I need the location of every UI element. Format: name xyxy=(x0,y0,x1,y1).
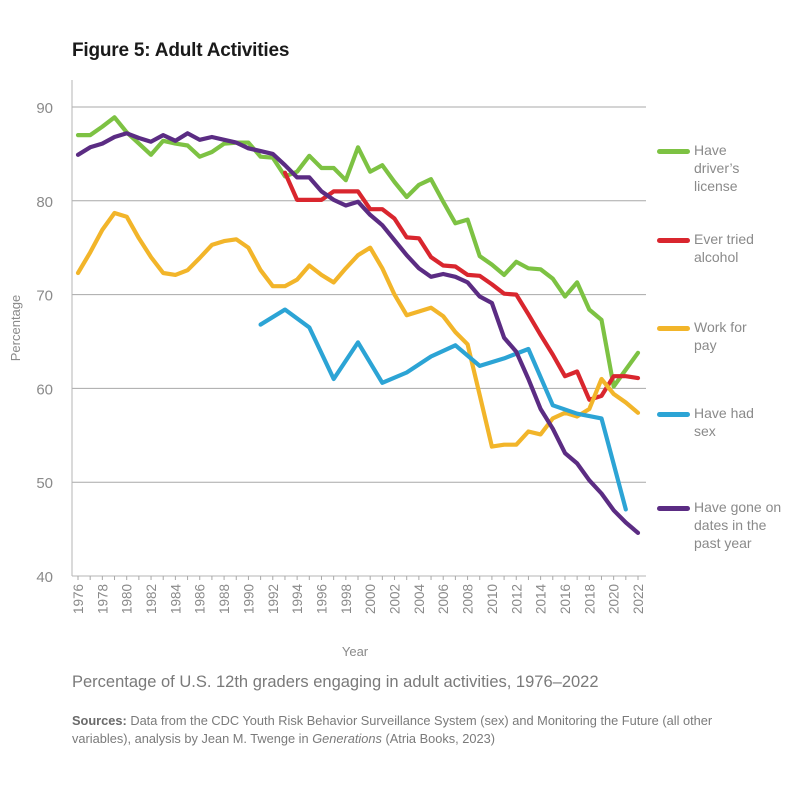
x-tick-label: 2018 xyxy=(582,584,597,614)
series-ever-tried-alcohol xyxy=(282,170,641,402)
x-tick-label: 1992 xyxy=(266,584,281,614)
x-tick-label: 1984 xyxy=(168,584,183,615)
y-tick-label: 40 xyxy=(36,569,53,586)
series-have-had-sex xyxy=(258,307,628,512)
x-tick-label: 1988 xyxy=(217,584,232,614)
y-axis-ticks: 40 50 60 70 80 90 xyxy=(36,100,53,586)
legend-label: Ever tried alcohol xyxy=(694,231,754,265)
x-tick-label: 2000 xyxy=(363,584,378,614)
x-tick-label: 2022 xyxy=(631,584,646,614)
line-ever-tried-alcohol xyxy=(282,170,641,402)
y-tick-label: 90 xyxy=(36,100,53,117)
legend-label: Have had sex xyxy=(694,405,754,439)
legend-swatch xyxy=(657,238,690,243)
x-tick-label: 1986 xyxy=(193,584,208,614)
line-have-driver-s-license xyxy=(75,115,641,389)
x-tick-label: 2014 xyxy=(534,584,549,615)
y-tick-label: 70 xyxy=(36,288,53,305)
x-tick-label: 2002 xyxy=(388,584,403,614)
legend-item: Ever tried alcohol xyxy=(657,230,794,266)
legend-swatch xyxy=(657,506,690,511)
sources-note: Sources: Data from the CDC Youth Risk Be… xyxy=(72,712,722,748)
sources-label: Sources: xyxy=(72,713,127,728)
gridlines xyxy=(72,106,646,483)
line-have-had-sex xyxy=(258,307,628,512)
x-tick-label: 2006 xyxy=(436,584,451,614)
x-tick-label: 2012 xyxy=(509,584,524,614)
legend-item: Have had sex xyxy=(657,404,794,440)
sources-text: Data from the CDC Youth Risk Behavior Su… xyxy=(72,713,713,746)
legend-item: Work for pay xyxy=(657,318,794,354)
chart-caption: Percentage of U.S. 12th graders engaging… xyxy=(72,673,599,691)
y-tick-label: 60 xyxy=(36,381,53,398)
y-axis-title: Percentage xyxy=(8,295,23,362)
sources-book-title: Generations xyxy=(312,731,382,746)
x-tick-label: 2008 xyxy=(461,584,476,614)
line-have-gone-on-dates-in-the-past-year xyxy=(75,131,641,536)
x-tick-label: 1978 xyxy=(95,584,110,614)
x-tick-label: 1976 xyxy=(71,584,86,614)
legend-item: Have gone on dates in the past year xyxy=(657,498,794,552)
x-tick-label: 2004 xyxy=(412,584,427,615)
x-axis-title: Year xyxy=(342,644,369,659)
legend-swatch xyxy=(657,412,690,417)
x-tick-label: 2020 xyxy=(607,584,622,614)
series-have-gone-on-dates-in-the-past-year xyxy=(75,131,641,536)
x-tick-label: 1982 xyxy=(144,584,159,614)
series-have-driver-s-license xyxy=(75,115,641,389)
line-work-for-pay xyxy=(75,210,641,449)
x-tick-label: 2016 xyxy=(558,584,573,614)
legend-label: Have driver’s license xyxy=(694,142,740,194)
legend-label: Have gone on dates in the past year xyxy=(694,499,782,551)
x-tick-label: 1998 xyxy=(339,584,354,614)
y-tick-label: 80 xyxy=(36,194,53,211)
legend-swatch xyxy=(657,149,690,154)
sources-publisher: (Atria Books, 2023) xyxy=(381,731,495,746)
chart-title: Figure 5: Adult Activities xyxy=(72,40,290,61)
x-axis-ticks: 1976 1978 1980 1982 1984 1986 1988 1990 1992 1994… xyxy=(71,576,646,614)
series-lines xyxy=(75,115,641,536)
x-tick-label: 1996 xyxy=(314,584,329,614)
legend-swatch xyxy=(657,326,690,331)
y-tick-label: 50 xyxy=(36,475,53,492)
legend-label: Work for pay xyxy=(694,319,747,353)
x-tick-label: 1990 xyxy=(241,584,256,614)
x-tick-label: 2010 xyxy=(485,584,500,614)
legend-item: Have driver’s license xyxy=(657,141,794,195)
series-work-for-pay xyxy=(75,210,641,449)
x-tick-label: 1994 xyxy=(290,584,305,615)
x-tick-label: 1980 xyxy=(120,584,135,614)
